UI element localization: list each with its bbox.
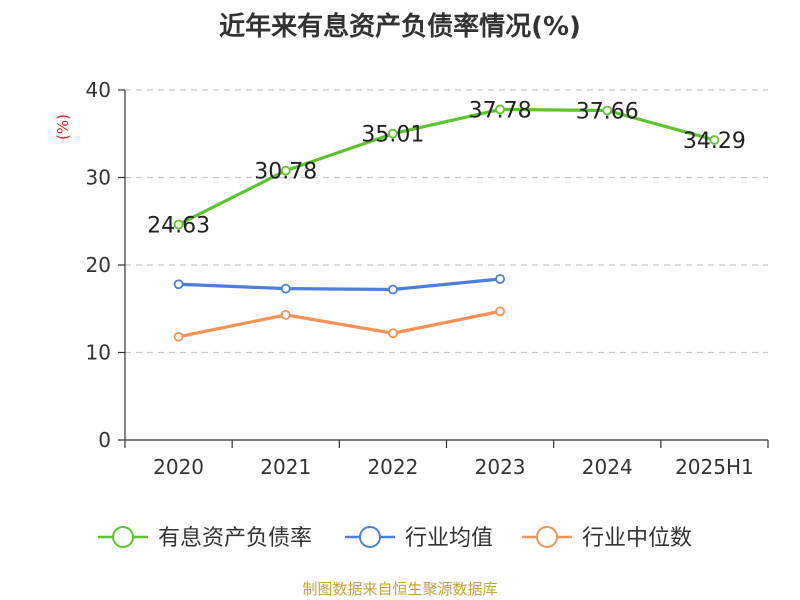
axis-layer: 0 10 20 30 40 2020 2021 2022 2023 2024 2025H1 (%) bbox=[54, 78, 769, 479]
x-tick-label: 2025H1 bbox=[675, 455, 754, 479]
data-point bbox=[495, 306, 505, 317]
series-line bbox=[176, 277, 502, 292]
legend[interactable]: 有息资产负债率 行业均值 行业中位数 bbox=[98, 526, 692, 551]
series-line bbox=[176, 309, 502, 339]
source-note: 制图数据来自恒生聚源数据库 bbox=[302, 580, 498, 598]
legend-label: 行业中位数 bbox=[582, 526, 692, 551]
data-point bbox=[280, 309, 291, 320]
x-tick-label: 2020 bbox=[153, 455, 204, 479]
data-label: 37.78 bbox=[469, 98, 532, 123]
series-line bbox=[176, 107, 717, 227]
legend-swatch-marker bbox=[536, 526, 558, 548]
data-label: 30.78 bbox=[254, 160, 317, 185]
x-tick-label: 2021 bbox=[260, 455, 311, 479]
grid-layer bbox=[125, 89, 768, 354]
y-tick-label: 10 bbox=[86, 341, 111, 365]
data-label: 35.01 bbox=[361, 123, 424, 148]
y-axis-label: (%) bbox=[54, 114, 72, 140]
data-label: 37.66 bbox=[576, 99, 639, 124]
legend-item[interactable]: 有息资产负债率 bbox=[98, 526, 312, 551]
data-point bbox=[602, 105, 613, 116]
chart-title: 近年来有息资产负债率情况(%) bbox=[219, 12, 581, 42]
legend-item[interactable]: 行业中位数 bbox=[522, 526, 692, 551]
data-point bbox=[173, 219, 184, 230]
data-label: 34.29 bbox=[683, 129, 746, 154]
data-point bbox=[173, 279, 184, 290]
legend-swatch-marker bbox=[112, 526, 134, 548]
y-tick-label: 40 bbox=[86, 78, 111, 102]
data-point bbox=[495, 274, 505, 284]
legend-item[interactable]: 行业均值 bbox=[345, 526, 493, 551]
series-layer bbox=[173, 104, 720, 342]
x-tick-label: 2022 bbox=[367, 455, 418, 479]
legend-swatch-marker bbox=[359, 526, 381, 548]
data-point bbox=[495, 104, 505, 115]
legend-label: 有息资产负债率 bbox=[158, 526, 312, 551]
legend-label: 行业均值 bbox=[405, 526, 493, 551]
data-point bbox=[388, 328, 398, 339]
y-tick-label: 20 bbox=[86, 253, 111, 277]
data-point bbox=[709, 135, 720, 145]
label-layer: 24.63 30.78 35.01 37.78 37.66 34.29 bbox=[147, 98, 746, 238]
x-tick-label: 2024 bbox=[582, 455, 633, 479]
data-point bbox=[280, 283, 291, 294]
y-tick-label: 0 bbox=[98, 428, 111, 452]
data-label: 24.63 bbox=[147, 213, 210, 238]
x-tick-label: 2023 bbox=[475, 455, 526, 479]
data-point bbox=[388, 284, 398, 295]
data-point bbox=[280, 165, 291, 176]
data-point bbox=[388, 128, 398, 139]
data-point bbox=[173, 331, 184, 342]
y-tick-label: 30 bbox=[86, 166, 111, 190]
